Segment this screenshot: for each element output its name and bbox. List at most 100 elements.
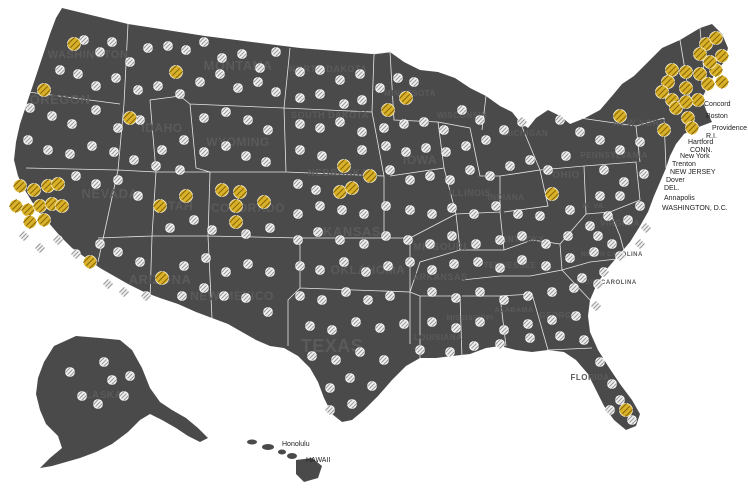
standard-location-marker[interactable] xyxy=(327,325,337,335)
standard-location-marker[interactable] xyxy=(67,119,77,129)
standard-location-marker[interactable] xyxy=(207,225,217,235)
standard-location-marker[interactable] xyxy=(241,293,251,303)
standard-location-marker[interactable] xyxy=(359,239,369,249)
standard-location-marker[interactable] xyxy=(379,123,389,133)
standard-location-marker[interactable] xyxy=(385,165,395,175)
standard-location-marker[interactable] xyxy=(355,69,365,79)
highlighted-location-marker[interactable] xyxy=(665,63,679,77)
standard-location-marker[interactable] xyxy=(569,283,579,293)
highlighted-location-marker[interactable] xyxy=(619,403,633,417)
standard-location-marker[interactable] xyxy=(547,287,557,297)
standard-location-marker[interactable] xyxy=(315,265,325,275)
standard-location-marker[interactable] xyxy=(253,77,263,87)
standard-location-marker[interactable] xyxy=(113,123,123,133)
standard-location-marker[interactable] xyxy=(469,209,479,219)
standard-location-marker[interactable] xyxy=(595,191,605,201)
standard-location-marker[interactable] xyxy=(439,125,449,135)
standard-location-marker[interactable] xyxy=(221,267,231,277)
standard-location-marker[interactable] xyxy=(451,293,461,303)
standard-location-marker[interactable] xyxy=(607,379,617,389)
standard-location-marker[interactable] xyxy=(447,203,457,213)
highlighted-location-marker[interactable] xyxy=(123,111,137,125)
highlighted-location-marker[interactable] xyxy=(179,189,193,203)
standard-location-marker[interactable] xyxy=(219,291,229,301)
standard-location-marker[interactable] xyxy=(91,105,101,115)
standard-location-marker[interactable] xyxy=(499,295,509,305)
standard-location-marker[interactable] xyxy=(243,259,253,269)
standard-location-marker[interactable] xyxy=(475,115,485,125)
standard-location-marker[interactable] xyxy=(599,267,609,277)
standard-location-marker[interactable] xyxy=(577,273,587,283)
standard-location-marker[interactable] xyxy=(181,45,191,55)
standard-location-marker[interactable] xyxy=(359,209,369,219)
standard-location-marker[interactable] xyxy=(71,249,81,259)
standard-location-marker[interactable] xyxy=(401,147,411,157)
standard-location-marker[interactable] xyxy=(111,73,121,83)
standard-location-marker[interactable] xyxy=(103,279,113,289)
standard-location-marker[interactable] xyxy=(135,115,145,125)
standard-location-marker[interactable] xyxy=(505,161,515,171)
standard-location-marker[interactable] xyxy=(383,261,393,271)
standard-location-marker[interactable] xyxy=(475,317,485,327)
standard-location-marker[interactable] xyxy=(119,287,129,297)
standard-location-marker[interactable] xyxy=(337,205,347,215)
highlighted-location-marker[interactable] xyxy=(679,81,693,95)
standard-location-marker[interactable] xyxy=(125,371,135,381)
standard-location-marker[interactable] xyxy=(113,175,123,185)
standard-location-marker[interactable] xyxy=(255,63,265,73)
standard-location-marker[interactable] xyxy=(363,295,373,305)
standard-location-marker[interactable] xyxy=(421,143,431,153)
standard-location-marker[interactable] xyxy=(593,231,603,241)
standard-location-marker[interactable] xyxy=(517,255,527,265)
highlighted-location-marker[interactable] xyxy=(233,185,247,199)
standard-location-marker[interactable] xyxy=(357,145,367,155)
standard-location-marker[interactable] xyxy=(295,145,305,155)
highlighted-location-marker[interactable] xyxy=(51,177,65,191)
standard-location-marker[interactable] xyxy=(215,69,225,79)
standard-location-marker[interactable] xyxy=(381,231,391,241)
standard-location-marker[interactable] xyxy=(335,235,345,245)
standard-location-marker[interactable] xyxy=(153,81,163,91)
standard-location-marker[interactable] xyxy=(77,391,87,401)
highlighted-location-marker[interactable] xyxy=(67,37,81,51)
standard-location-marker[interactable] xyxy=(113,247,123,257)
standard-location-marker[interactable] xyxy=(177,291,187,301)
standard-location-marker[interactable] xyxy=(19,231,29,241)
standard-location-marker[interactable] xyxy=(541,239,551,249)
standard-location-marker[interactable] xyxy=(563,231,573,241)
standard-location-marker[interactable] xyxy=(595,357,605,367)
standard-location-marker[interactable] xyxy=(381,141,391,151)
standard-location-marker[interactable] xyxy=(641,223,651,233)
standard-location-marker[interactable] xyxy=(585,221,595,231)
standard-location-marker[interactable] xyxy=(221,107,231,117)
standard-location-marker[interactable] xyxy=(133,85,143,95)
standard-location-marker[interactable] xyxy=(405,175,415,185)
standard-location-marker[interactable] xyxy=(565,253,575,263)
standard-location-marker[interactable] xyxy=(345,373,355,383)
highlighted-location-marker[interactable] xyxy=(21,203,35,217)
standard-location-marker[interactable] xyxy=(71,171,81,181)
standard-location-marker[interactable] xyxy=(473,257,483,267)
standard-location-marker[interactable] xyxy=(517,117,527,127)
highlighted-location-marker[interactable] xyxy=(693,47,707,61)
highlighted-location-marker[interactable] xyxy=(229,215,243,229)
highlighted-location-marker[interactable] xyxy=(13,179,27,193)
standard-location-marker[interactable] xyxy=(237,49,247,59)
standard-location-marker[interactable] xyxy=(441,147,451,157)
highlighted-location-marker[interactable] xyxy=(27,183,41,197)
standard-location-marker[interactable] xyxy=(325,383,335,393)
standard-location-marker[interactable] xyxy=(571,311,581,321)
highlighted-location-marker[interactable] xyxy=(153,199,167,213)
highlighted-location-marker[interactable] xyxy=(657,123,671,137)
standard-location-marker[interactable] xyxy=(293,235,303,245)
standard-location-marker[interactable] xyxy=(295,291,305,301)
standard-location-marker[interactable] xyxy=(589,247,599,257)
standard-location-marker[interactable] xyxy=(357,127,367,137)
standard-location-marker[interactable] xyxy=(595,135,605,145)
highlighted-location-marker[interactable] xyxy=(229,199,243,213)
standard-location-marker[interactable] xyxy=(599,165,609,175)
standard-location-marker[interactable] xyxy=(107,375,117,385)
standard-location-marker[interactable] xyxy=(135,257,145,267)
standard-location-marker[interactable] xyxy=(199,283,209,293)
highlighted-location-marker[interactable] xyxy=(685,121,699,135)
